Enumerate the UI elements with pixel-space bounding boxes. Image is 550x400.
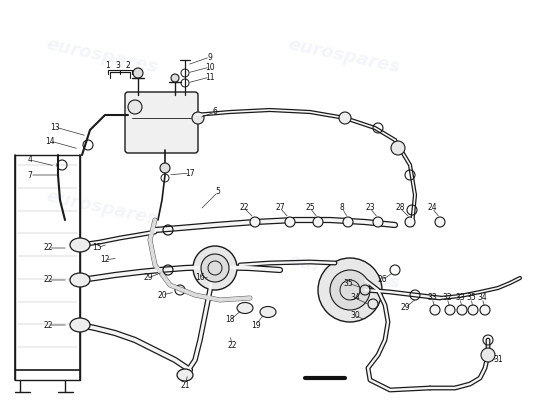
Text: 19: 19 (251, 320, 261, 330)
Text: 13: 13 (50, 122, 60, 132)
Text: 7: 7 (28, 170, 32, 180)
Text: 33: 33 (455, 294, 465, 302)
Text: eurospares: eurospares (286, 251, 402, 293)
Text: 5: 5 (216, 188, 221, 196)
Text: 3: 3 (116, 62, 120, 70)
Ellipse shape (70, 318, 90, 332)
Text: 4: 4 (28, 156, 32, 164)
Text: 22: 22 (239, 204, 249, 212)
Text: 8: 8 (340, 204, 344, 212)
Circle shape (405, 217, 415, 227)
Circle shape (481, 348, 495, 362)
Text: 35: 35 (343, 278, 353, 288)
FancyBboxPatch shape (125, 92, 198, 153)
Text: 28: 28 (395, 204, 405, 212)
Circle shape (445, 305, 455, 315)
Text: 31: 31 (493, 356, 503, 364)
Circle shape (339, 112, 351, 124)
Text: 35: 35 (466, 294, 476, 302)
Circle shape (330, 270, 370, 310)
Circle shape (192, 112, 204, 124)
Text: 2: 2 (125, 62, 130, 70)
Text: 26: 26 (377, 276, 387, 284)
Ellipse shape (177, 369, 193, 381)
Text: 22: 22 (43, 320, 53, 330)
Circle shape (313, 217, 323, 227)
Circle shape (435, 217, 445, 227)
Circle shape (201, 254, 229, 282)
Circle shape (480, 305, 490, 315)
Text: 34: 34 (477, 294, 487, 302)
Circle shape (160, 163, 170, 173)
Text: 27: 27 (275, 204, 285, 212)
Circle shape (318, 258, 382, 322)
Text: 15: 15 (92, 244, 102, 252)
Ellipse shape (260, 306, 276, 318)
Circle shape (133, 68, 143, 78)
Text: 11: 11 (205, 72, 214, 82)
Text: 29: 29 (400, 304, 410, 312)
Text: 24: 24 (427, 204, 437, 212)
Text: 18: 18 (226, 316, 235, 324)
Circle shape (468, 305, 478, 315)
Text: 25: 25 (305, 204, 315, 212)
Text: eurospares: eurospares (286, 35, 402, 77)
Circle shape (193, 246, 237, 290)
Ellipse shape (70, 273, 90, 287)
Text: 6: 6 (212, 108, 217, 116)
Text: 14: 14 (45, 136, 55, 146)
Circle shape (285, 217, 295, 227)
Text: 22: 22 (43, 276, 53, 284)
Circle shape (373, 217, 383, 227)
Text: 20: 20 (157, 290, 167, 300)
Circle shape (171, 74, 179, 82)
Text: 23: 23 (365, 204, 375, 212)
Text: 10: 10 (205, 62, 215, 72)
Circle shape (343, 217, 353, 227)
Text: 9: 9 (207, 52, 212, 62)
Circle shape (457, 305, 467, 315)
Ellipse shape (237, 302, 253, 314)
Text: 30: 30 (350, 310, 360, 320)
Text: 1: 1 (106, 62, 111, 70)
Text: 17: 17 (185, 168, 195, 178)
Text: 32: 32 (442, 294, 452, 302)
Text: 21: 21 (180, 380, 190, 390)
Circle shape (430, 305, 440, 315)
Ellipse shape (70, 238, 90, 252)
Circle shape (250, 217, 260, 227)
Text: 34: 34 (350, 294, 360, 302)
Text: 33: 33 (427, 294, 437, 302)
Text: eurospares: eurospares (44, 187, 160, 229)
Text: 12: 12 (100, 256, 110, 264)
Text: 22: 22 (43, 244, 53, 252)
Circle shape (128, 100, 142, 114)
Text: 29: 29 (143, 274, 153, 282)
Text: eurospares: eurospares (44, 35, 160, 77)
Circle shape (391, 141, 405, 155)
Text: 22: 22 (227, 340, 236, 350)
Text: 16: 16 (195, 272, 205, 282)
